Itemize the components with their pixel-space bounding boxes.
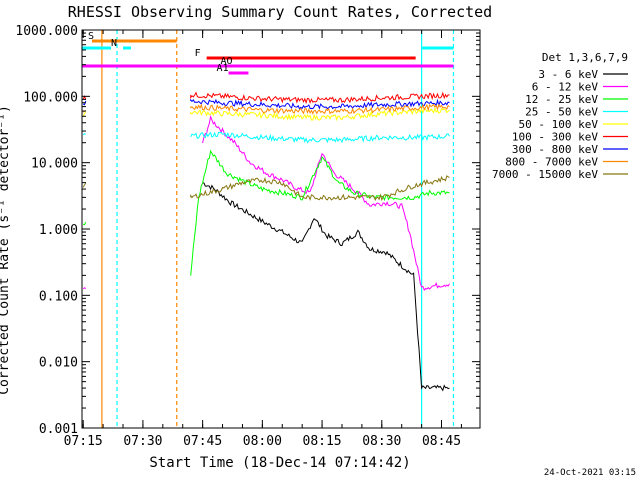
y-tick-label: 0.010 bbox=[39, 356, 78, 371]
x-tick-label: 07:30 bbox=[123, 434, 162, 449]
legend-title: Det 1,3,6,7,9 bbox=[542, 51, 628, 64]
legend-label: 7000 - 15000 keV bbox=[492, 168, 598, 181]
y-tick-label: 0.001 bbox=[39, 422, 78, 437]
axes: 1000.000 100.000 10.000 1.000 0.100 0.010 0.00… bbox=[15, 24, 481, 449]
series-line-3 bbox=[83, 149, 450, 276]
series-line-4 bbox=[82, 131, 450, 144]
series-line-7 bbox=[82, 98, 450, 110]
legend-label: 800 - 7000 keV bbox=[505, 156, 598, 169]
footer-timestamp: 24-Oct-2021 03:15 bbox=[544, 468, 636, 478]
legend-label: 300 - 800 keV bbox=[512, 143, 598, 156]
legend-label: 12 - 25 keV bbox=[525, 93, 598, 106]
annotation-label-n: N bbox=[111, 38, 117, 49]
x-tick-label: 07:15 bbox=[64, 434, 103, 449]
y-tick-label: 0.100 bbox=[39, 289, 78, 304]
annotation-label-f: F bbox=[195, 48, 201, 59]
series-line-6 bbox=[82, 91, 450, 105]
y-tick-label: 10.000 bbox=[31, 157, 78, 172]
legend-label: 50 - 100 keV bbox=[519, 118, 599, 131]
plot-area bbox=[82, 30, 455, 428]
x-axis-label: Start Time (18-Dec-14 07:14:42) bbox=[149, 455, 410, 471]
annotation-label-ao: AO bbox=[221, 56, 233, 67]
series-line-5 bbox=[82, 106, 450, 122]
annotation-label-a1: A1 bbox=[217, 63, 229, 74]
chart-title: RHESSI Observing Summary Count Rates, Co… bbox=[68, 3, 492, 21]
y-tick-label: 1.000 bbox=[39, 223, 78, 238]
x-tick-label: 08:45 bbox=[422, 434, 461, 449]
series-line-2 bbox=[82, 114, 450, 291]
legend-label: 25 - 50 keV bbox=[525, 106, 598, 119]
x-tick-label: 08:30 bbox=[362, 434, 401, 449]
series-line-1 bbox=[202, 182, 450, 392]
legend-label: 6 - 12 keV bbox=[532, 81, 599, 94]
y-tick-label: 100.000 bbox=[23, 90, 78, 105]
series-line-9 bbox=[82, 175, 450, 202]
x-tick-label: 07:45 bbox=[183, 434, 222, 449]
y-axis-label: Corrected Count Rate (s⁻¹ detector⁻¹) bbox=[0, 105, 12, 395]
x-tick-label: 08:00 bbox=[243, 434, 282, 449]
legend-label: 3 - 6 keV bbox=[538, 68, 598, 81]
legend-label: 100 - 300 keV bbox=[512, 131, 598, 144]
x-tick-label: 08:15 bbox=[303, 434, 342, 449]
y-tick-label: 1000.000 bbox=[15, 24, 78, 39]
annotation-label-s: S bbox=[88, 31, 94, 42]
